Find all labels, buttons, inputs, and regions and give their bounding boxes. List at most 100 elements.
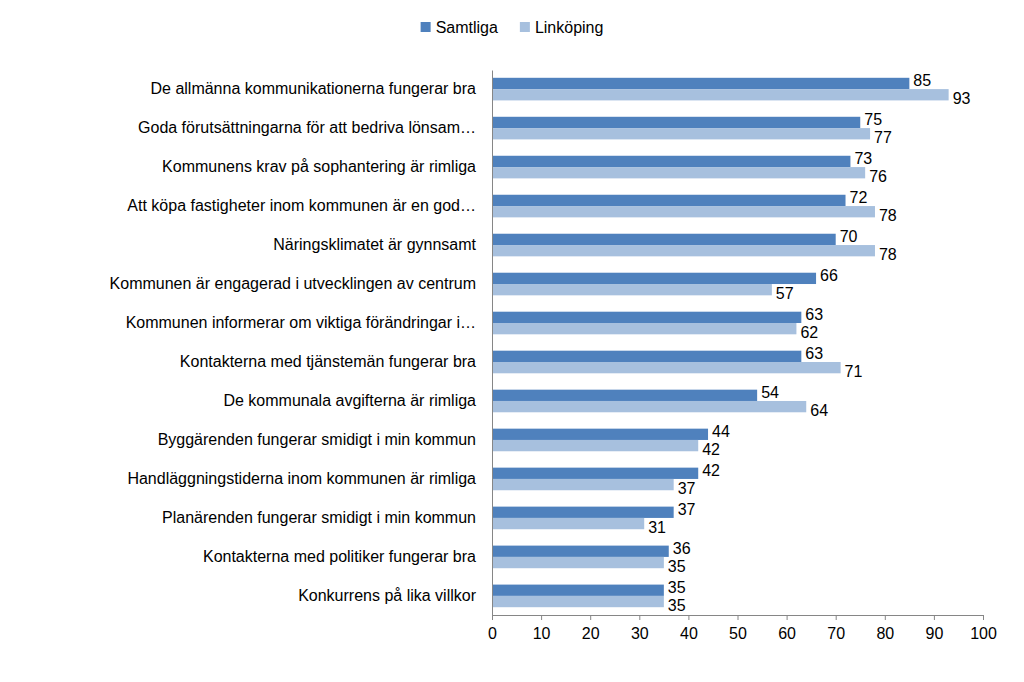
data-label: 78: [879, 246, 897, 263]
tick-mark: [688, 615, 689, 620]
data-label: 42: [702, 462, 720, 479]
tick-label: 20: [582, 625, 600, 642]
data-label: 78: [879, 207, 897, 224]
bars: [492, 78, 949, 607]
data-label: 37: [678, 480, 696, 497]
data-label: 31: [648, 519, 666, 536]
tick: 90: [926, 615, 944, 642]
bar: [492, 273, 816, 284]
category-label: Planärenden fungerar smidigt i min kommu…: [162, 509, 476, 526]
data-label: 35: [668, 597, 686, 614]
category-label: Näringsklimatet är gynnsamt: [273, 236, 476, 253]
tick: Näringsklimatet är gynnsamt: [273, 236, 492, 253]
data-label: 66: [820, 267, 838, 284]
tick-mark: [639, 615, 640, 620]
data-label: 57: [776, 285, 794, 302]
tick: 30: [631, 615, 649, 642]
axis-line: [493, 616, 984, 621]
bar: [492, 518, 644, 529]
tick-mark: [836, 615, 837, 620]
tick-label: 40: [680, 625, 698, 642]
bar: [492, 507, 674, 518]
data-label: 64: [810, 402, 828, 419]
tick: Planärenden fungerar smidigt i min kommu…: [162, 509, 492, 526]
data-label: 93: [953, 90, 971, 107]
category-label: Handläggningstiderna inom kommunen är ri…: [127, 470, 476, 487]
category-label: Byggärenden fungerar smidigt i min kommu…: [158, 431, 476, 448]
legend-swatch: [520, 22, 530, 32]
bar: [492, 596, 664, 607]
tick: Kommunen är engagerad i utvecklingen av …: [110, 275, 492, 292]
tick-mark: [492, 615, 493, 620]
bar: [492, 401, 806, 412]
bar: [492, 206, 875, 217]
tick: De kommunala avgifterna är rimliga: [223, 392, 492, 409]
tick: 40: [680, 615, 698, 642]
tick: 100: [970, 615, 997, 642]
bar: [492, 195, 846, 206]
data-label: 37: [678, 501, 696, 518]
tick-label: 70: [827, 625, 845, 642]
bar: [492, 479, 674, 490]
bar: [492, 167, 865, 178]
tick: Konkurrens på lika villkor: [298, 587, 492, 604]
data-label: 63: [805, 306, 823, 323]
tick-label: 10: [533, 625, 551, 642]
legend-item: Samtliga: [421, 19, 498, 36]
bar: [492, 234, 836, 245]
bar: [492, 78, 909, 89]
tick-mark: [590, 615, 591, 620]
category-label: De kommunala avgifterna är rimliga: [223, 392, 476, 409]
tick: Kommunens krav på sophantering är rimlig…: [162, 158, 492, 175]
tick: 70: [827, 615, 845, 642]
bar: [492, 440, 698, 451]
category-label: Kontakterna med politiker fungerar bra: [203, 548, 476, 565]
data-labels: 8575737270666363544442373635937776787857…: [648, 72, 970, 614]
tick: Att köpa fastigheter inom kommunen är en…: [127, 197, 492, 214]
tick-mark: [983, 615, 984, 620]
bar: [492, 351, 801, 362]
bar: [492, 468, 698, 479]
category-label: Konkurrens på lika villkor: [298, 587, 477, 604]
chart: 8575737270666363544442373635937776787857…: [0, 0, 1024, 682]
legend-item: Linköping: [520, 19, 604, 36]
category-label: De allmänna kommunikationerna fungerar b…: [150, 80, 476, 97]
tick: 20: [582, 615, 600, 642]
legend-swatch: [421, 22, 431, 32]
data-label: 35: [668, 558, 686, 575]
bar: [492, 323, 796, 334]
bar: [492, 117, 860, 128]
data-label: 85: [913, 72, 931, 89]
tick: Goda förutsättningarna för att bedriva l…: [138, 119, 492, 136]
legend-label: Linköping: [535, 19, 604, 36]
tick-label: 100: [970, 625, 997, 642]
data-label: 42: [702, 441, 720, 458]
data-label: 35: [668, 579, 686, 596]
bar: [492, 312, 801, 323]
tick-label: 60: [778, 625, 796, 642]
tick-mark: [787, 615, 788, 620]
tick-label: 30: [631, 625, 649, 642]
data-label: 54: [761, 384, 779, 401]
plot: 8575737270666363544442373635937776787857…: [110, 71, 997, 643]
tick: Kontakterna med tjänstemän fungerar bra: [180, 353, 492, 370]
bar: [492, 546, 669, 557]
bar: [492, 156, 850, 167]
data-label: 72: [850, 189, 868, 206]
tick-label: 50: [729, 625, 747, 642]
tick: Handläggningstiderna inom kommunen är ri…: [127, 470, 492, 487]
tick: De allmänna kommunikationerna fungerar b…: [150, 80, 492, 97]
data-label: 44: [712, 423, 730, 440]
y-axis: De allmänna kommunikationerna fungerar b…: [110, 71, 493, 616]
bar: [492, 390, 757, 401]
tick: 80: [876, 615, 894, 642]
tick: Kommunen informerar om viktiga förändrin…: [126, 314, 492, 331]
data-label: 62: [800, 324, 818, 341]
bar: [492, 128, 870, 139]
tick: Byggärenden fungerar smidigt i min kommu…: [158, 431, 492, 448]
data-label: 73: [854, 150, 872, 167]
data-label: 76: [869, 168, 887, 185]
bar: [492, 362, 841, 373]
tick-mark: [738, 615, 739, 620]
x-axis: 0102030405060708090100: [488, 615, 997, 642]
